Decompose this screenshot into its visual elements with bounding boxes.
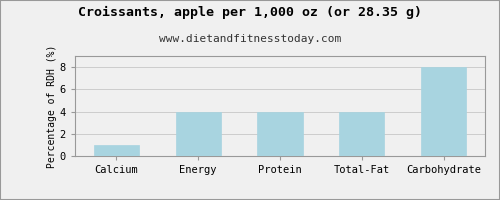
- Bar: [94, 145, 138, 156]
- Y-axis label: Percentage of RDH (%): Percentage of RDH (%): [47, 44, 57, 168]
- Text: Croissants, apple per 1,000 oz (or 28.35 g): Croissants, apple per 1,000 oz (or 28.35…: [78, 6, 422, 19]
- Bar: [422, 67, 467, 156]
- Bar: [258, 112, 302, 156]
- Bar: [176, 112, 220, 156]
- Bar: [340, 112, 384, 156]
- Text: www.dietandfitnesstoday.com: www.dietandfitnesstoday.com: [159, 34, 341, 44]
